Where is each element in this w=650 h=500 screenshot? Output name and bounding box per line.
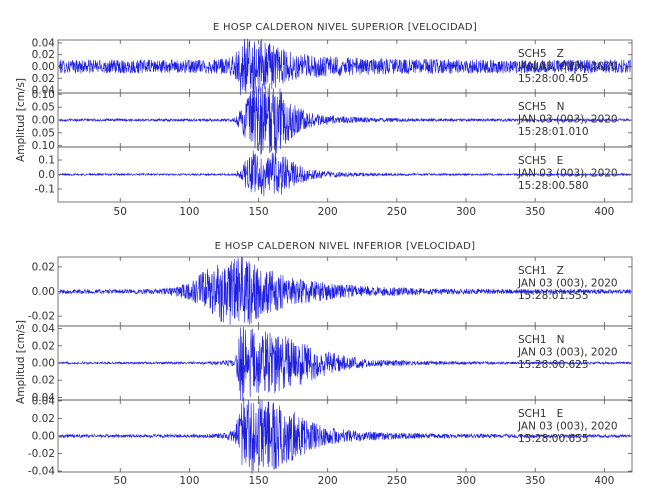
x-tick-label: 150 bbox=[249, 206, 269, 218]
waveform-series bbox=[59, 326, 631, 402]
time-label: 15:28:00.625 bbox=[518, 359, 589, 371]
x-tick-label: 350 bbox=[525, 475, 545, 487]
x-tick-label: 50 bbox=[114, 475, 127, 487]
x-tick-label: 250 bbox=[387, 475, 407, 487]
y-tick-label: 0.02 bbox=[32, 413, 55, 425]
y-axis-label-superior: Amplitud [cm/s] bbox=[15, 78, 27, 162]
y-tick-label: 0.00 bbox=[32, 61, 55, 73]
x-tick-label: 100 bbox=[179, 475, 199, 487]
channel-label: SCH5 E bbox=[518, 155, 563, 167]
x-tick-label: 200 bbox=[318, 206, 338, 218]
y-tick-label: 0.0 bbox=[38, 169, 55, 181]
x-tick-label: 400 bbox=[594, 206, 614, 218]
y-tick-label: -0.04 bbox=[28, 466, 55, 478]
time-label: 15:28:00.655 bbox=[518, 433, 589, 445]
y-tick-label: 0.04 bbox=[32, 392, 56, 404]
x-tick-label: 200 bbox=[318, 475, 338, 487]
chart-inferior: E HOSP CALDERON NIVEL INFERIOR [VELOCIDA… bbox=[15, 241, 633, 487]
waveform-series bbox=[59, 397, 631, 475]
channel-label: SCH5 N bbox=[518, 101, 564, 113]
time-label: 15:28:01.555 bbox=[518, 290, 589, 302]
x-tick-label: 150 bbox=[249, 475, 269, 487]
x-tick-label: 350 bbox=[525, 206, 545, 218]
y-tick-label: 0.05 bbox=[32, 102, 55, 114]
waveform-series bbox=[59, 150, 631, 197]
y-tick-label: 0.10 bbox=[32, 140, 55, 152]
date-label: JAN 03 (003), 2020 bbox=[517, 61, 618, 73]
y-tick-label: -0.02 bbox=[28, 448, 55, 460]
y-tick-label: 0.10 bbox=[32, 89, 55, 101]
y-tick-label: -0.1 bbox=[35, 183, 56, 195]
time-label: 15:28:00.580 bbox=[518, 180, 589, 192]
chart-superior: E HOSP CALDERON NIVEL SUPERIOR [VELOCIDA… bbox=[15, 22, 633, 218]
y-tick-label: -0.02 bbox=[28, 311, 55, 323]
x-tick-label: 100 bbox=[179, 206, 199, 218]
chart-title-superior: E HOSP CALDERON NIVEL SUPERIOR [VELOCIDA… bbox=[213, 22, 477, 33]
channel-label: SCH1 N bbox=[518, 334, 564, 346]
y-tick-label: 0.02 bbox=[32, 261, 55, 273]
waveform-series bbox=[59, 83, 631, 156]
date-label: JAN 03 (003), 2020 bbox=[517, 421, 618, 433]
y-tick-label: 0.00 bbox=[32, 431, 55, 443]
y-tick-label: 0.05 bbox=[32, 127, 55, 139]
y-tick-label: 0.1 bbox=[38, 155, 55, 167]
date-label: JAN 03 (003), 2020 bbox=[517, 347, 618, 359]
y-tick-label: 0.04 bbox=[32, 85, 56, 97]
x-tick-label: 300 bbox=[456, 475, 476, 487]
channel-label: SCH1 Z bbox=[518, 265, 564, 277]
y-tick-label: 0.04 bbox=[32, 37, 56, 49]
y-tick-label: 0.00 bbox=[32, 358, 55, 370]
waveform-series bbox=[59, 38, 631, 96]
x-tick-label: 250 bbox=[387, 206, 407, 218]
x-tick-label: 50 bbox=[114, 206, 127, 218]
y-tick-label: 0.00 bbox=[32, 286, 55, 298]
channel-label: SCH5 Z bbox=[518, 48, 564, 60]
x-tick-label: 400 bbox=[594, 475, 614, 487]
y-tick-label: 0.00 bbox=[32, 115, 55, 127]
date-label: JAN 03 (003), 2020 bbox=[517, 114, 618, 126]
time-label: 15:28:01.010 bbox=[518, 126, 589, 138]
y-tick-label: 0.04 bbox=[32, 395, 56, 407]
y-tick-label: 0.02 bbox=[32, 340, 55, 352]
y-tick-label: 0.02 bbox=[32, 375, 55, 387]
y-tick-label: 0.02 bbox=[32, 73, 55, 85]
y-tick-label: 0.04 bbox=[32, 323, 56, 335]
waveform-series bbox=[59, 256, 631, 325]
channel-label: SCH1 E bbox=[518, 408, 563, 420]
x-tick-label: 300 bbox=[456, 206, 476, 218]
chart-title-inferior: E HOSP CALDERON NIVEL INFERIOR [VELOCIDA… bbox=[215, 241, 476, 252]
time-label: 15:28:00.405 bbox=[518, 73, 589, 85]
y-axis-label-inferior: Amplitud [cm/s] bbox=[15, 320, 27, 404]
date-label: JAN 03 (003), 2020 bbox=[517, 168, 618, 180]
date-label: JAN 03 (003), 2020 bbox=[517, 278, 618, 290]
y-tick-label: 0.02 bbox=[32, 49, 55, 61]
